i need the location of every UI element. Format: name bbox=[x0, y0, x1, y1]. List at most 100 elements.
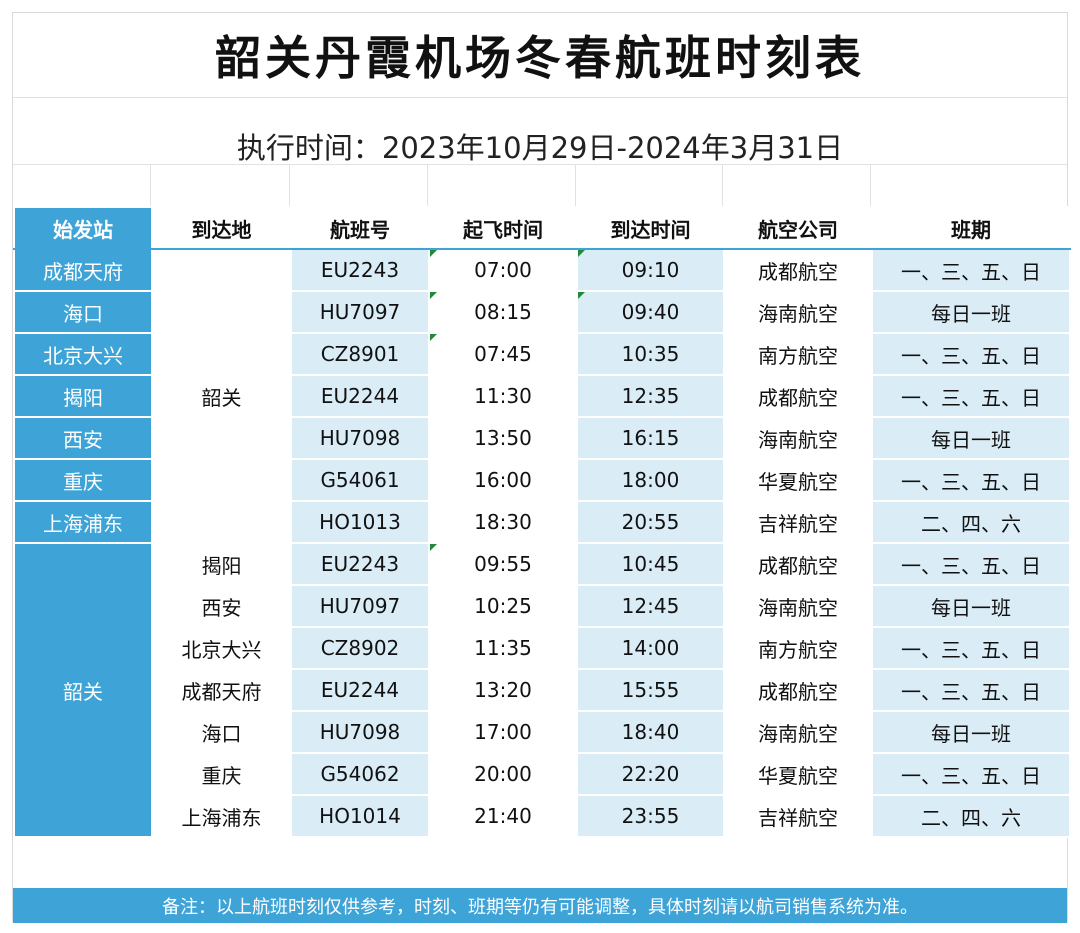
flight-number-cell: HO1014 bbox=[290, 794, 430, 838]
header-arrival-time: 到达时间 bbox=[576, 206, 725, 250]
arrival-time-cell: 18:40 bbox=[576, 710, 725, 754]
flight-number-cell: EU2243 bbox=[290, 248, 430, 292]
header-schedule: 班期 bbox=[871, 206, 1071, 250]
schedule-cell: 每日一班 bbox=[871, 416, 1071, 460]
flight-number-cell: CZ8901 bbox=[290, 332, 430, 376]
arrival-time-cell: 09:10 bbox=[576, 248, 725, 292]
arrival-time-cell: 16:15 bbox=[576, 416, 725, 460]
flight-number-cell: HU7097 bbox=[290, 584, 430, 628]
arrival-time-cell: 10:45 bbox=[576, 542, 725, 586]
table-row: 成都天府 EU2244 13:20 15:55 成都航空 一、三、五、日 bbox=[14, 668, 1071, 712]
header-flight-number: 航班号 bbox=[290, 206, 430, 250]
destination-cell: 揭阳 bbox=[151, 542, 292, 586]
table-row: 成都天府 韶关 EU2243 07:00 09:10 成都航空 一、三、五、日 bbox=[13, 248, 1071, 544]
flight-schedule-table: 始发站 到达地 航班号 起飞时间 到达时间 航空公司 班期 成都天府 韶关 EU22… bbox=[13, 206, 1071, 838]
table-row: 北京大兴 CZ8901 07:45 10:35 南方航空 一、三、五、日 bbox=[13, 332, 1071, 376]
blank-cell bbox=[576, 165, 723, 206]
origin-cell: 成都天府 bbox=[13, 248, 153, 292]
departure-time-cell: 16:00 bbox=[428, 458, 578, 502]
schedule-cell: 一、三、五、日 bbox=[871, 248, 1071, 292]
schedule-cell: 一、三、五、日 bbox=[871, 626, 1071, 670]
departure-time-cell: 10:25 bbox=[428, 584, 578, 628]
table-row: 西安 HU7097 10:25 12:45 海南航空 每日一班 bbox=[14, 584, 1071, 628]
table-row: 重庆 G54062 20:00 22:20 华夏航空 一、三、五、日 bbox=[14, 752, 1071, 796]
schedule-cell: 每日一班 bbox=[871, 290, 1071, 334]
flight-number-cell: HO1013 bbox=[290, 500, 430, 544]
table-row: 北京大兴 CZ8902 11:35 14:00 南方航空 一、三、五、日 bbox=[14, 626, 1071, 670]
table-row: 海口 HU7097 08:15 09:40 海南航空 每日一班 bbox=[13, 290, 1071, 334]
validity-period: 执行时间：2023年10月29日-2024年3月31日 bbox=[236, 131, 844, 165]
origin-cell: 西安 bbox=[13, 416, 153, 460]
airline-cell: 海南航空 bbox=[723, 584, 873, 628]
departure-time-cell: 09:55 bbox=[428, 542, 578, 586]
departure-time-cell: 08:15 bbox=[428, 290, 578, 334]
flight-number-cell: CZ8902 bbox=[290, 626, 430, 670]
airline-cell: 成都航空 bbox=[723, 542, 873, 586]
departures-section: 韶关 揭阳 EU2243 09:55 10:45 成都航空 一、三、五、日 西安 HU7097 1… bbox=[13, 542, 1071, 838]
flight-number-cell: EU2244 bbox=[290, 668, 430, 712]
footer-note: 备注：以上航班时刻仅供参考，时刻、班期等仍有可能调整，具体时刻请以航司销售系统为… bbox=[13, 888, 1067, 923]
origin-cell: 韶关 bbox=[13, 542, 153, 838]
arrival-time-cell: 18:00 bbox=[576, 458, 725, 502]
arrival-time-cell: 22:20 bbox=[576, 752, 725, 796]
blank-cell bbox=[290, 165, 428, 206]
schedule-cell: 二、四、六 bbox=[871, 500, 1071, 544]
airline-cell: 成都航空 bbox=[723, 374, 873, 418]
airline-cell: 海南航空 bbox=[723, 416, 873, 460]
airline-cell: 华夏航空 bbox=[723, 752, 873, 796]
origin-cell: 海口 bbox=[13, 290, 153, 334]
origin-cell: 揭阳 bbox=[13, 374, 153, 418]
table-header-row: 始发站 到达地 航班号 起飞时间 到达时间 航空公司 班期 bbox=[13, 206, 1071, 250]
header-destination: 到达地 bbox=[151, 206, 292, 250]
arrival-time-cell: 12:35 bbox=[576, 374, 725, 418]
destination-cell: 重庆 bbox=[151, 752, 292, 796]
departure-time-cell: 07:00 bbox=[428, 248, 578, 292]
header-origin: 始发站 bbox=[13, 206, 153, 250]
header-departure-time: 起飞时间 bbox=[428, 206, 578, 250]
airline-cell: 吉祥航空 bbox=[723, 500, 873, 544]
blank-cell bbox=[13, 165, 151, 206]
departure-time-cell: 13:20 bbox=[428, 668, 578, 712]
flight-number-cell: HU7098 bbox=[290, 416, 430, 460]
schedule-cell: 每日一班 bbox=[871, 584, 1071, 628]
flight-number-cell: HU7097 bbox=[290, 290, 430, 334]
arrival-time-cell: 10:35 bbox=[576, 332, 725, 376]
flight-number-cell: EU2244 bbox=[290, 374, 430, 418]
schedule-cell: 一、三、五、日 bbox=[871, 374, 1071, 418]
table-row: 西安 HU7098 13:50 16:15 海南航空 每日一班 bbox=[13, 416, 1071, 460]
table-row: 韶关 揭阳 EU2243 09:55 10:45 成都航空 一、三、五、日 bbox=[13, 542, 1071, 838]
origin-cell: 重庆 bbox=[13, 458, 153, 502]
schedule-cell: 一、三、五、日 bbox=[871, 668, 1071, 712]
airline-cell: 吉祥航空 bbox=[723, 794, 873, 838]
departure-time-cell: 07:45 bbox=[428, 332, 578, 376]
flight-number-cell: HU7098 bbox=[290, 710, 430, 754]
table-row: 重庆 G54061 16:00 18:00 华夏航空 一、三、五、日 bbox=[13, 458, 1071, 502]
page-title: 韶关丹霞机场冬春航班时刻表 bbox=[215, 31, 865, 85]
arrival-time-cell: 20:55 bbox=[576, 500, 725, 544]
flight-number-cell: G54061 bbox=[290, 458, 430, 502]
airline-cell: 海南航空 bbox=[723, 290, 873, 334]
table-row: 上海浦东 HO1013 18:30 20:55 吉祥航空 二、四、六 bbox=[13, 500, 1071, 544]
destination-cell: 海口 bbox=[151, 710, 292, 754]
arrival-time-cell: 14:00 bbox=[576, 626, 725, 670]
table-row: 揭阳 EU2244 11:30 12:35 成都航空 一、三、五、日 bbox=[13, 374, 1071, 418]
header-airline: 航空公司 bbox=[723, 206, 873, 250]
blank-cell bbox=[428, 165, 576, 206]
timetable-sheet: 韶关丹霞机场冬春航班时刻表 执行时间：2023年10月29日-2024年3月31… bbox=[12, 12, 1071, 923]
departure-time-cell: 11:30 bbox=[428, 374, 578, 418]
airline-cell: 海南航空 bbox=[723, 710, 873, 754]
departure-time-cell: 11:35 bbox=[428, 626, 578, 670]
airline-cell: 南方航空 bbox=[723, 332, 873, 376]
divider bbox=[13, 164, 1067, 165]
departure-time-cell: 17:00 bbox=[428, 710, 578, 754]
schedule-cell: 一、三、五、日 bbox=[871, 752, 1071, 796]
schedule-cell: 二、四、六 bbox=[871, 794, 1071, 838]
arrival-time-cell: 12:45 bbox=[576, 584, 725, 628]
airline-cell: 成都航空 bbox=[723, 248, 873, 292]
airline-cell: 成都航空 bbox=[723, 668, 873, 712]
blank-cell bbox=[151, 165, 290, 206]
schedule-cell: 每日一班 bbox=[871, 710, 1071, 754]
schedule-cell: 一、三、五、日 bbox=[871, 332, 1071, 376]
destination-cell: 西安 bbox=[151, 584, 292, 628]
origin-cell: 北京大兴 bbox=[13, 332, 153, 376]
